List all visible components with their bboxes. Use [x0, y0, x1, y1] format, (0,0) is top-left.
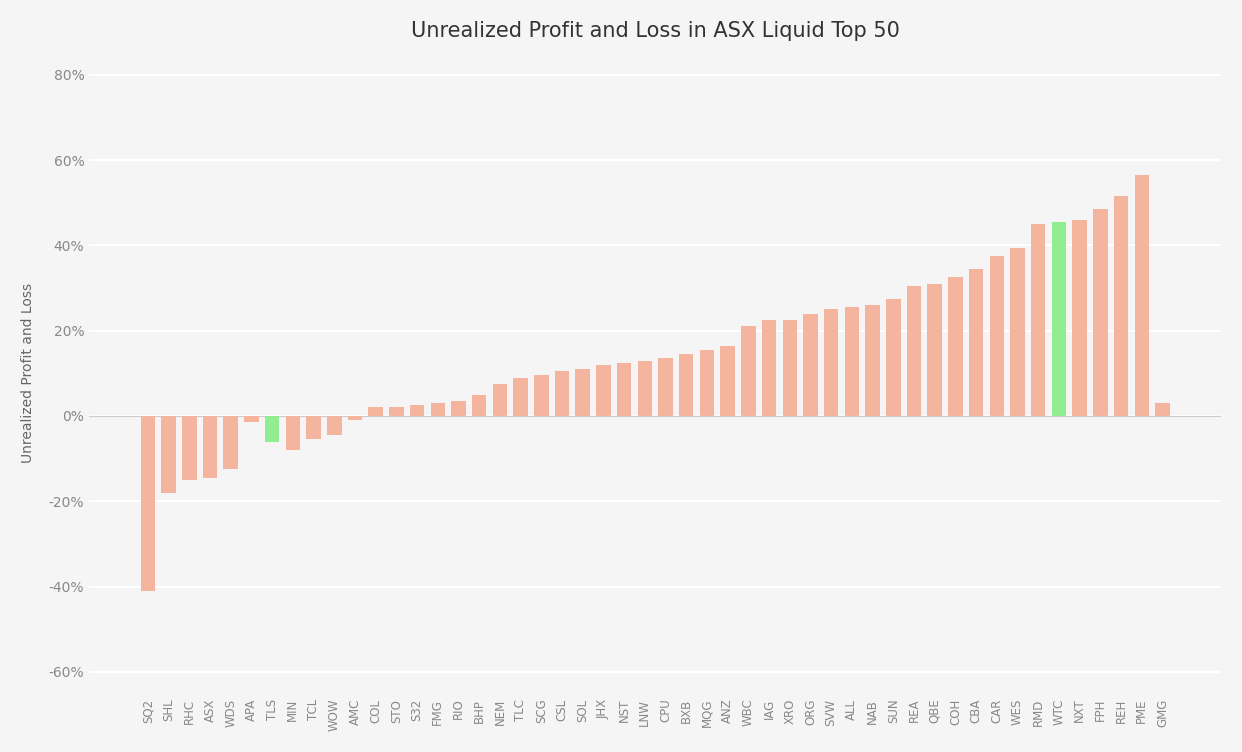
Bar	[245, 416, 258, 423]
Bar	[782, 320, 797, 416]
Bar	[369, 408, 383, 416]
Bar	[804, 314, 817, 416]
Title: Unrealized Profit and Loss in ASX Liquid Top 50: Unrealized Profit and Loss in ASX Liquid…	[411, 21, 899, 41]
Bar	[596, 365, 611, 416]
Bar	[845, 308, 859, 416]
Bar	[969, 268, 984, 416]
Bar	[493, 384, 507, 416]
Bar	[679, 354, 693, 416]
Bar	[990, 256, 1004, 416]
Bar	[307, 416, 320, 439]
Bar	[1134, 175, 1149, 416]
Bar	[741, 326, 755, 416]
Bar	[513, 378, 528, 416]
Bar	[555, 371, 569, 416]
Bar	[1155, 403, 1170, 416]
Bar	[658, 359, 673, 416]
Bar	[140, 416, 155, 591]
Bar	[389, 408, 404, 416]
Bar	[699, 350, 714, 416]
Bar	[410, 405, 425, 416]
Bar	[761, 320, 776, 416]
Bar	[575, 369, 590, 416]
Bar	[472, 395, 487, 416]
Bar	[928, 284, 941, 416]
Bar	[907, 286, 922, 416]
Bar	[286, 416, 301, 450]
Bar	[866, 305, 879, 416]
Bar	[348, 416, 363, 420]
Bar	[265, 416, 279, 441]
Bar	[617, 362, 631, 416]
Bar	[1010, 247, 1025, 416]
Bar	[224, 416, 238, 469]
Bar	[183, 416, 196, 480]
Bar	[534, 375, 549, 416]
Bar	[637, 360, 652, 416]
Bar	[1031, 224, 1046, 416]
Bar	[327, 416, 342, 435]
Bar	[948, 277, 963, 416]
Bar	[886, 299, 900, 416]
Bar	[720, 346, 735, 416]
Bar	[1093, 209, 1108, 416]
Bar	[1072, 220, 1087, 416]
Bar	[161, 416, 176, 493]
Bar	[1114, 196, 1128, 416]
Bar	[431, 403, 445, 416]
Bar	[1052, 222, 1066, 416]
Y-axis label: Unrealized Profit and Loss: Unrealized Profit and Loss	[21, 284, 35, 463]
Bar	[451, 401, 466, 416]
Bar	[202, 416, 217, 478]
Bar	[823, 309, 838, 416]
